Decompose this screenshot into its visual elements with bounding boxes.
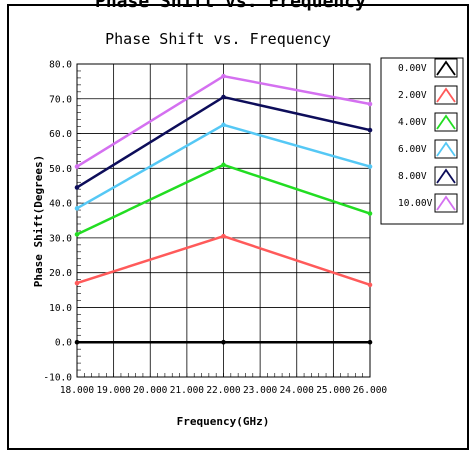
chart-title: Phase Shift vs. Frequency: [105, 30, 331, 48]
x-axis-ticks: 18.000 19.000 20.000 21.000 22.000 23.000 24.0…: [60, 373, 388, 396]
y-axis-label: Phase Shift(Degrees): [32, 155, 45, 287]
data-point: [74, 206, 80, 211]
x-tick-label: 24.000: [280, 385, 315, 396]
legend-label: 8.00V: [398, 171, 427, 182]
legend-label: 4.00V: [398, 117, 427, 128]
data-point: [74, 232, 80, 237]
x-tick-label: 18.000: [60, 385, 95, 396]
legend-label: 0.00V: [398, 63, 427, 74]
x-tick-label: 25.000: [316, 385, 351, 396]
legend-line-icon: [436, 60, 456, 76]
legend-label: 6.00V: [398, 144, 427, 155]
legend-swatch-box: [434, 58, 458, 78]
legend-swatch-box: [434, 112, 458, 132]
series-layer: [74, 73, 373, 345]
legend: 0.00V 2.00V 4.00V 6.00V 8.00V 10.00V: [380, 57, 464, 225]
legend-swatch-box: [434, 139, 458, 159]
legend-swatch-box: [434, 166, 458, 186]
x-tick-label: 21.000: [170, 385, 205, 396]
y-tick-label: 80.0: [49, 60, 72, 71]
data-point: [221, 122, 226, 128]
x-axis-label: Frequency(GHz): [177, 415, 270, 428]
x-tick-label: 22.000: [206, 385, 241, 396]
legend-line-icon: [436, 114, 456, 130]
data-point: [367, 282, 373, 288]
data-point: [74, 339, 80, 345]
y-tick-label: 40.0: [49, 199, 72, 210]
clipped-header-text: Phase Shift vs. Frequency: [95, 0, 366, 12]
y-axis-ticks: 80.0 70.0 60.0 50.0 40.0 30.0 20.0 10.0 0.0 -10.0: [43, 60, 81, 384]
x-tick-label: 26.000: [353, 385, 388, 396]
data-point: [74, 280, 80, 286]
data-point: [221, 339, 226, 345]
legend-line-icon: [436, 141, 456, 157]
x-tick-label: 23.000: [243, 385, 278, 396]
data-point: [74, 185, 80, 190]
data-point: [74, 164, 80, 169]
y-tick-label: 10.0: [49, 303, 72, 314]
legend-line-icon: [436, 87, 456, 103]
legend-line-icon: [436, 168, 456, 184]
grid: [76, 63, 371, 378]
data-point: [221, 73, 226, 79]
data-point: [367, 339, 373, 345]
data-point: [367, 211, 373, 216]
legend-swatch-box: [434, 85, 458, 105]
data-point: [221, 94, 226, 100]
y-tick-label: 70.0: [49, 94, 72, 105]
legend-swatch-box: [434, 193, 458, 213]
x-tick-label: 19.000: [96, 385, 131, 396]
legend-label: 2.00V: [398, 90, 427, 101]
y-tick-label: 60.0: [49, 129, 72, 140]
data-point: [367, 101, 373, 107]
data-point: [367, 127, 373, 133]
y-tick-label: -10.0: [43, 373, 72, 384]
y-tick-label: 50.0: [49, 164, 72, 175]
legend-label: 10.00V: [398, 198, 433, 209]
y-tick-label: 30.0: [49, 233, 72, 244]
y-tick-label: 0.0: [55, 338, 72, 349]
data-point: [221, 233, 226, 239]
data-point: [221, 162, 226, 168]
y-tick-label: 20.0: [49, 268, 72, 279]
legend-line-icon: [436, 195, 456, 211]
data-point: [367, 164, 373, 169]
x-tick-label: 20.000: [133, 385, 168, 396]
